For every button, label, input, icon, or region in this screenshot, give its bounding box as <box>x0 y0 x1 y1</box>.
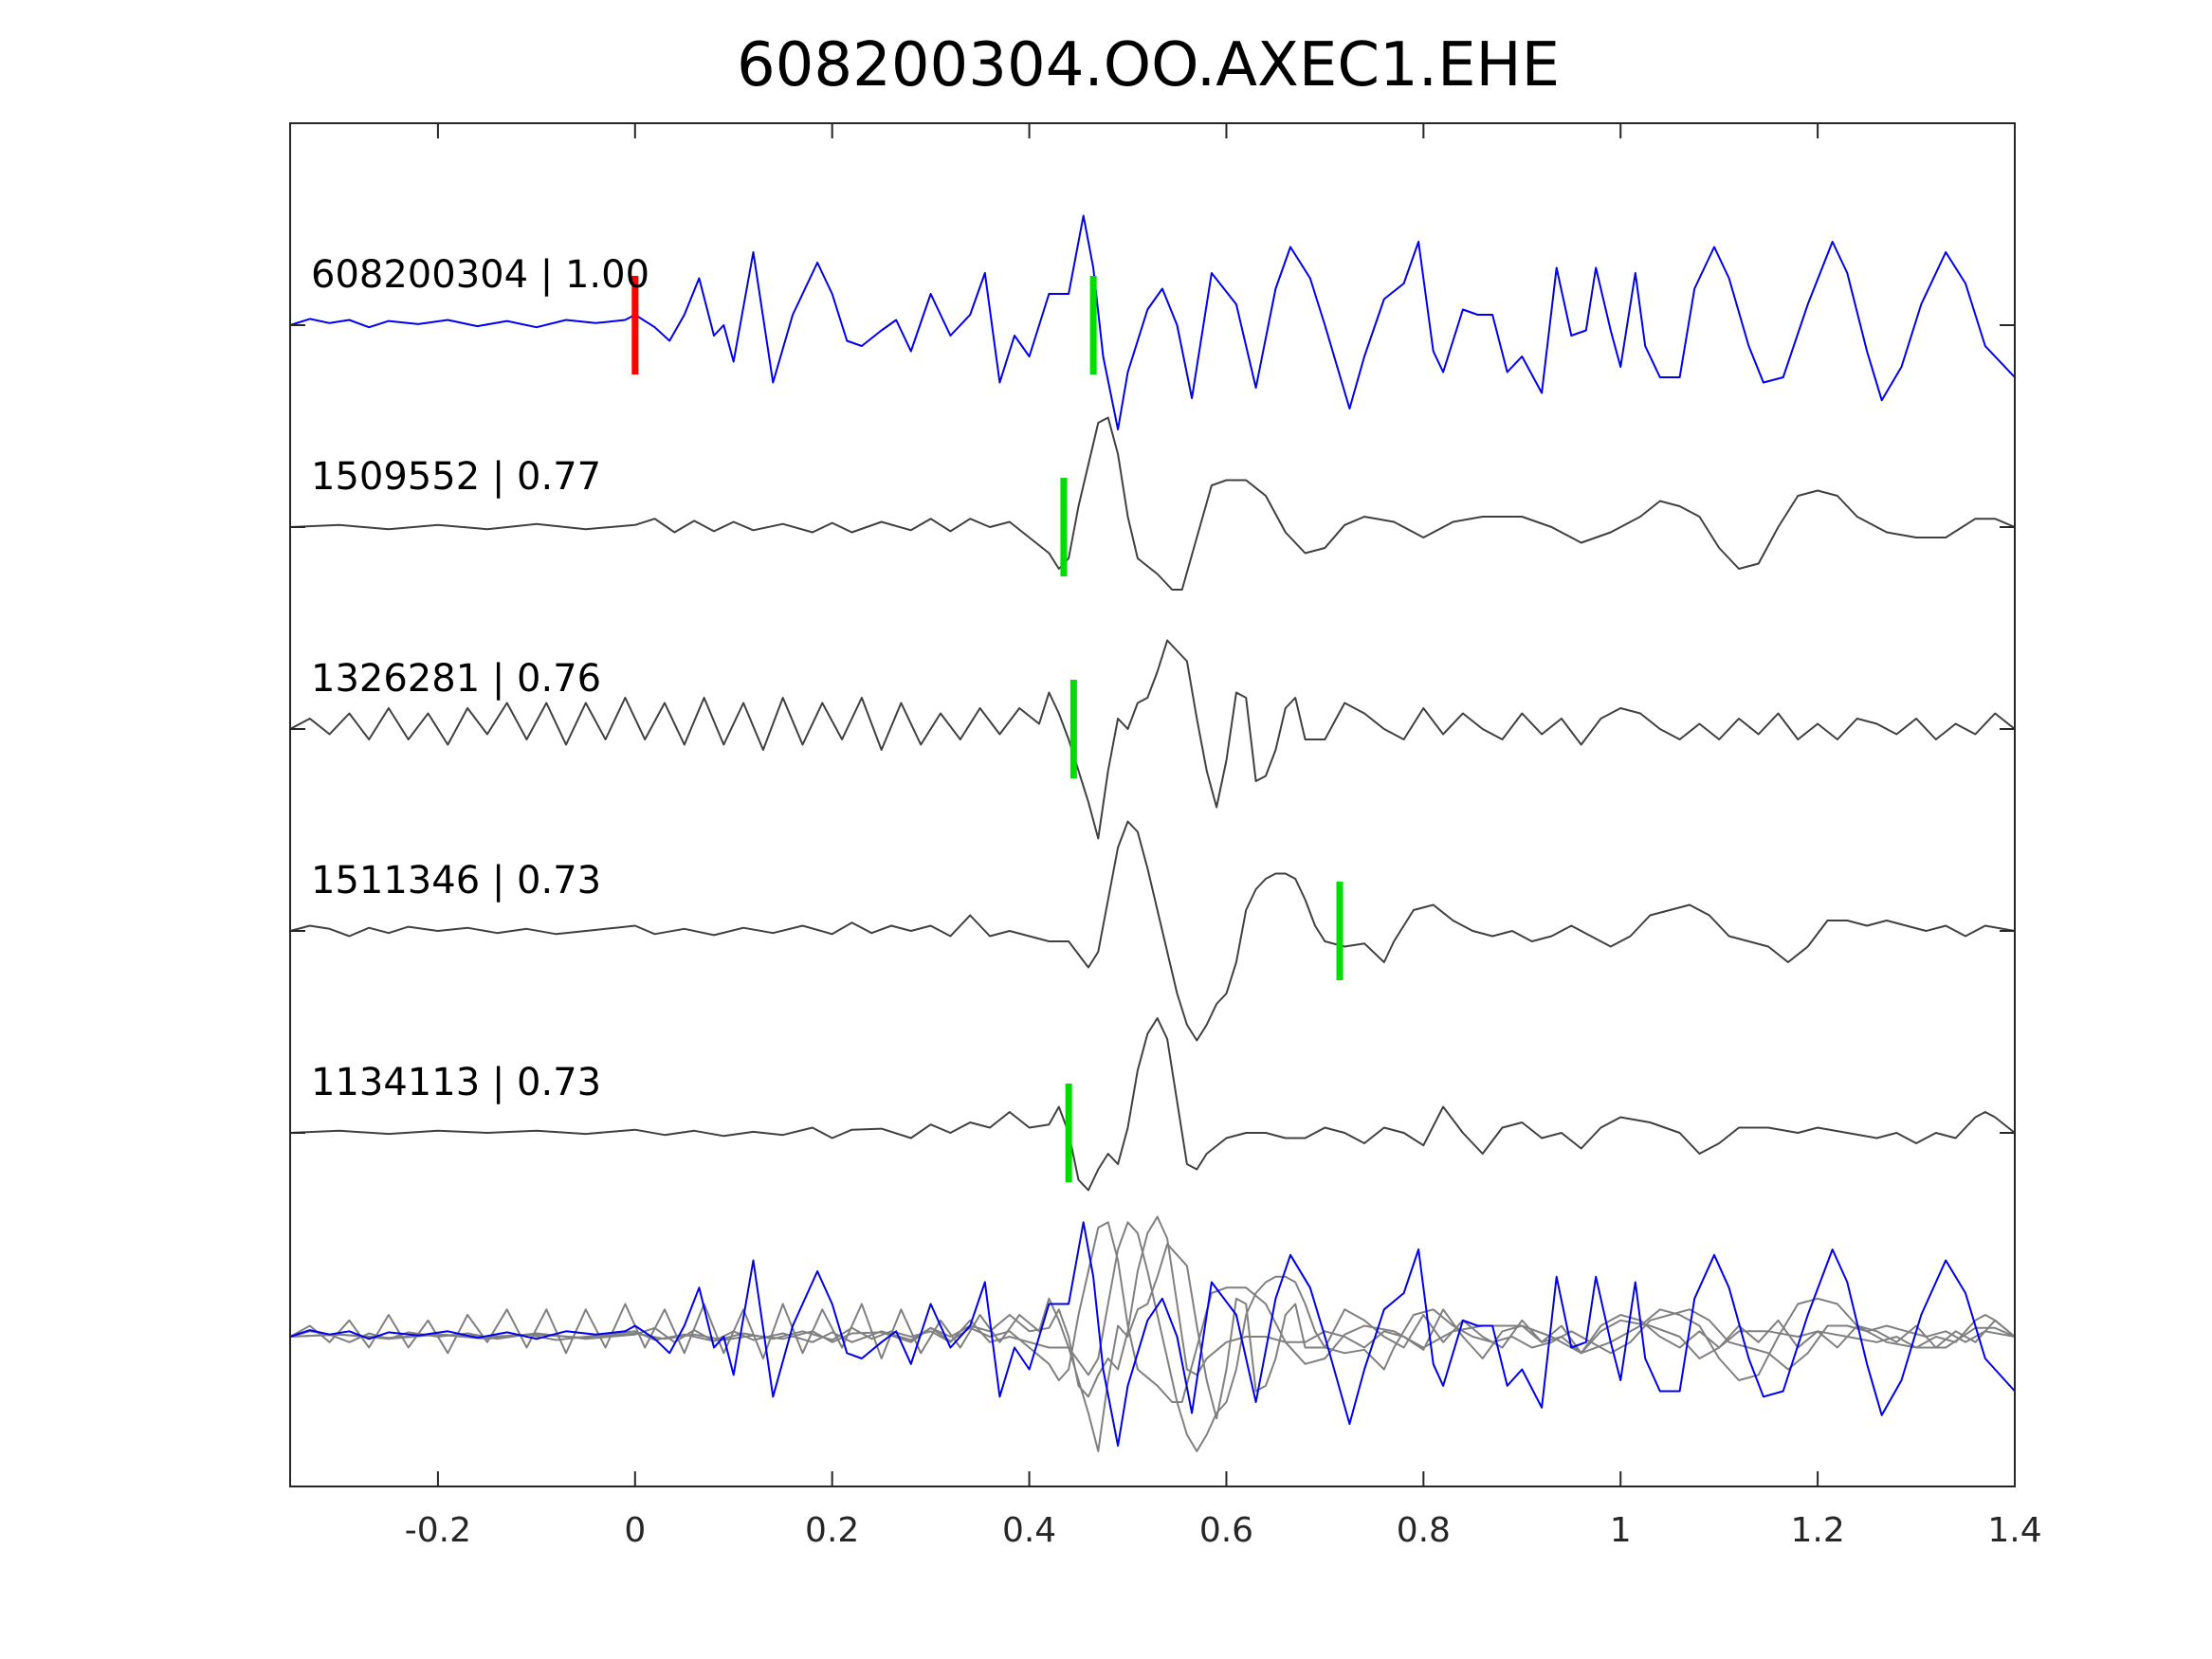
overlay-group <box>289 1215 2016 1452</box>
x-tick-labels: -0.2 0 0.2 0.4 0.6 0.8 1 1.2 1.4 <box>405 1511 2042 1550</box>
trace-line <box>289 416 2016 591</box>
trace-label: 1509552 | 0.77 <box>311 455 601 499</box>
trace-line <box>289 639 2016 840</box>
trace-line <box>289 1017 2016 1192</box>
trace-label: 608200304 | 1.00 <box>311 253 649 297</box>
x-tick-label: 1.4 <box>1987 1511 2041 1550</box>
x-tick-label: 1.2 <box>1790 1511 1844 1550</box>
trace-label: 1134113 | 0.73 <box>311 1061 601 1104</box>
x-tick-label: 0 <box>624 1511 646 1550</box>
trace-line <box>289 214 2016 430</box>
x-tick-label: 1 <box>1610 1511 1632 1550</box>
x-tick-label: 0.6 <box>1199 1511 1253 1550</box>
trace-label-group: 608200304 | 1.00 1509552 | 0.77 1326281 | … <box>311 253 649 1104</box>
x-tick-label: 0.2 <box>805 1511 859 1550</box>
trace-label: 1511346 | 0.73 <box>311 859 601 902</box>
plot-frame <box>289 122 2016 1487</box>
trace-label: 1326281 | 0.76 <box>311 657 601 701</box>
x-tick-label: 0.8 <box>1397 1511 1451 1550</box>
overlay-trace-line <box>289 1221 2016 1447</box>
axes <box>289 122 2016 1487</box>
overlay-trace-line <box>289 1243 2016 1452</box>
overlay-trace-line <box>289 1215 2016 1398</box>
overlay-trace-line <box>289 1221 2016 1452</box>
pick-marker-group <box>631 276 1344 1182</box>
chart-title: 608200304.OO.AXEC1.EHE <box>737 30 1560 100</box>
x-tick-label: 0.4 <box>1002 1511 1056 1550</box>
x-tick-label: -0.2 <box>405 1511 471 1550</box>
trace-group <box>289 214 2016 1192</box>
trace-line <box>289 820 2016 1042</box>
